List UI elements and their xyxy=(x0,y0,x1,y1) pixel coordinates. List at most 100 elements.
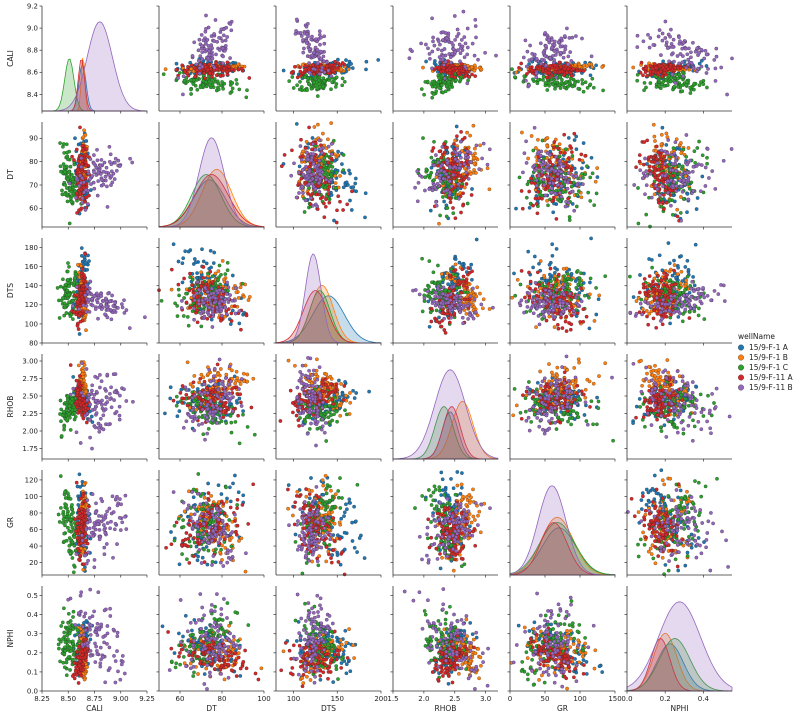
point-15/9-F-11 B xyxy=(448,165,453,170)
point-15/9-F-11 A xyxy=(70,154,74,159)
point-15/9-F-1 A xyxy=(89,188,93,192)
point-15/9-F-11 B xyxy=(473,17,478,22)
point-15/9-F-1 C xyxy=(70,172,74,177)
point-15/9-F-11 B xyxy=(559,184,564,189)
point-15/9-F-11 B xyxy=(689,55,693,60)
point-15/9-F-11 B xyxy=(649,195,654,200)
point-15/9-F-11 A xyxy=(84,147,89,152)
point-15/9-F-11 B xyxy=(653,183,658,188)
point-15/9-F-1 C xyxy=(204,84,209,89)
point-15/9-F-1 C xyxy=(290,75,295,79)
point-15/9-F-1 C xyxy=(697,83,702,88)
point-15/9-F-11 B xyxy=(445,161,450,166)
point-15/9-F-11 B xyxy=(99,177,104,182)
point-15/9-F-11 B xyxy=(665,179,670,183)
point-15/9-F-1 A xyxy=(82,255,87,260)
point-15/9-F-1 C xyxy=(64,142,69,147)
point-15/9-F-1 C xyxy=(588,175,593,180)
point-15/9-F-11 B xyxy=(451,47,456,52)
point-15/9-F-11 B xyxy=(542,183,547,187)
point-15/9-F-1 C xyxy=(189,92,193,96)
point-15/9-F-1 A xyxy=(589,155,594,160)
point-15/9-F-11 B xyxy=(192,40,197,45)
point-15/9-F-1 C xyxy=(307,82,311,87)
point-15/9-F-1 C xyxy=(330,80,335,85)
point-15/9-F-11 B xyxy=(207,49,211,54)
point-15/9-F-11 B xyxy=(448,190,452,195)
point-15/9-F-11 B xyxy=(86,169,91,174)
point-15/9-F-11 B xyxy=(107,159,112,164)
point-15/9-F-1 B xyxy=(600,65,605,69)
point-15/9-F-1 B xyxy=(534,146,538,150)
point-15/9-F-1 C xyxy=(636,186,640,190)
point-15/9-F-1 C xyxy=(583,80,588,85)
point-15/9-F-11 B xyxy=(324,177,329,182)
point-15/9-F-11 B xyxy=(574,174,579,178)
point-15/9-F-11 A xyxy=(303,146,308,150)
point-15/9-F-11 A xyxy=(303,67,308,72)
point-15/9-F-11 B xyxy=(440,145,445,149)
point-15/9-F-11 B xyxy=(293,31,298,36)
point-15/9-F-11 A xyxy=(459,184,464,189)
point-15/9-F-11 B xyxy=(215,39,220,44)
point-15/9-F-11 B xyxy=(326,144,331,149)
point-15/9-F-11 B xyxy=(305,150,309,155)
point-15/9-F-11 B xyxy=(436,47,440,52)
point-15/9-F-11 B xyxy=(221,61,225,66)
point-15/9-F-11 A xyxy=(462,135,467,140)
point-15/9-F-1 C xyxy=(423,175,428,180)
point-15/9-F-11 A xyxy=(459,210,463,215)
point-15/9-F-1 B xyxy=(664,131,669,136)
point-15/9-F-11 B xyxy=(79,181,83,185)
point-15/9-F-11 A xyxy=(552,145,557,150)
point-15/9-F-11 B xyxy=(552,43,557,47)
point-15/9-F-11 B xyxy=(219,27,224,32)
point-15/9-F-11 B xyxy=(632,183,637,187)
point-15/9-F-1 A xyxy=(697,61,702,66)
point-15/9-F-11 B xyxy=(197,37,202,42)
point-15/9-F-11 B xyxy=(326,68,331,73)
point-15/9-F-1 B xyxy=(333,174,337,178)
point-15/9-F-11 A xyxy=(186,64,190,69)
point-15/9-F-1 C xyxy=(465,201,470,206)
point-15/9-F-11 B xyxy=(221,33,226,38)
point-15/9-F-11 B xyxy=(522,151,527,156)
point-15/9-F-11 B xyxy=(190,54,195,58)
point-15/9-F-1 B xyxy=(675,207,680,212)
point-15/9-F-1 B xyxy=(79,264,83,268)
point-15/9-F-11 A xyxy=(673,65,677,70)
point-15/9-F-11 B xyxy=(681,74,685,79)
point-15/9-F-11 B xyxy=(532,168,537,173)
point-15/9-F-11 B xyxy=(474,35,478,40)
point-15/9-F-11 B xyxy=(441,54,446,58)
point-15/9-F-1 C xyxy=(574,204,579,209)
point-15/9-F-1 B xyxy=(470,65,474,70)
point-15/9-F-11 B xyxy=(438,164,443,169)
point-15/9-F-11 B xyxy=(483,50,487,55)
point-15/9-F-11 B xyxy=(462,55,467,60)
point-15/9-F-1 C xyxy=(433,84,438,89)
point-15/9-F-11 B xyxy=(417,173,422,178)
point-15/9-F-11 B xyxy=(669,178,673,183)
point-15/9-F-11 B xyxy=(566,171,571,175)
point-15/9-F-11 B xyxy=(674,184,679,188)
point-15/9-F-11 B xyxy=(99,158,104,162)
point-15/9-F-11 B xyxy=(541,177,546,182)
point-15/9-F-11 A xyxy=(239,66,244,71)
point-15/9-F-1 C xyxy=(340,83,345,88)
point-15/9-F-11 A xyxy=(202,71,206,76)
point-15/9-F-1 C xyxy=(295,83,299,88)
point-15/9-F-11 B xyxy=(455,159,460,164)
point-15/9-F-11 B xyxy=(557,165,562,170)
point-15/9-F-1 A xyxy=(424,59,428,64)
point-15/9-F-1 C xyxy=(576,86,581,91)
point-15/9-F-11 B xyxy=(450,51,455,56)
point-15/9-F-11 B xyxy=(79,156,84,161)
point-15/9-F-1 B xyxy=(84,328,88,333)
point-15/9-F-1 C xyxy=(431,92,436,96)
point-15/9-F-11 B xyxy=(430,49,435,54)
point-15/9-F-11 B xyxy=(695,46,700,51)
point-15/9-F-11 B xyxy=(719,65,724,70)
point-15/9-F-1 C xyxy=(334,75,339,80)
